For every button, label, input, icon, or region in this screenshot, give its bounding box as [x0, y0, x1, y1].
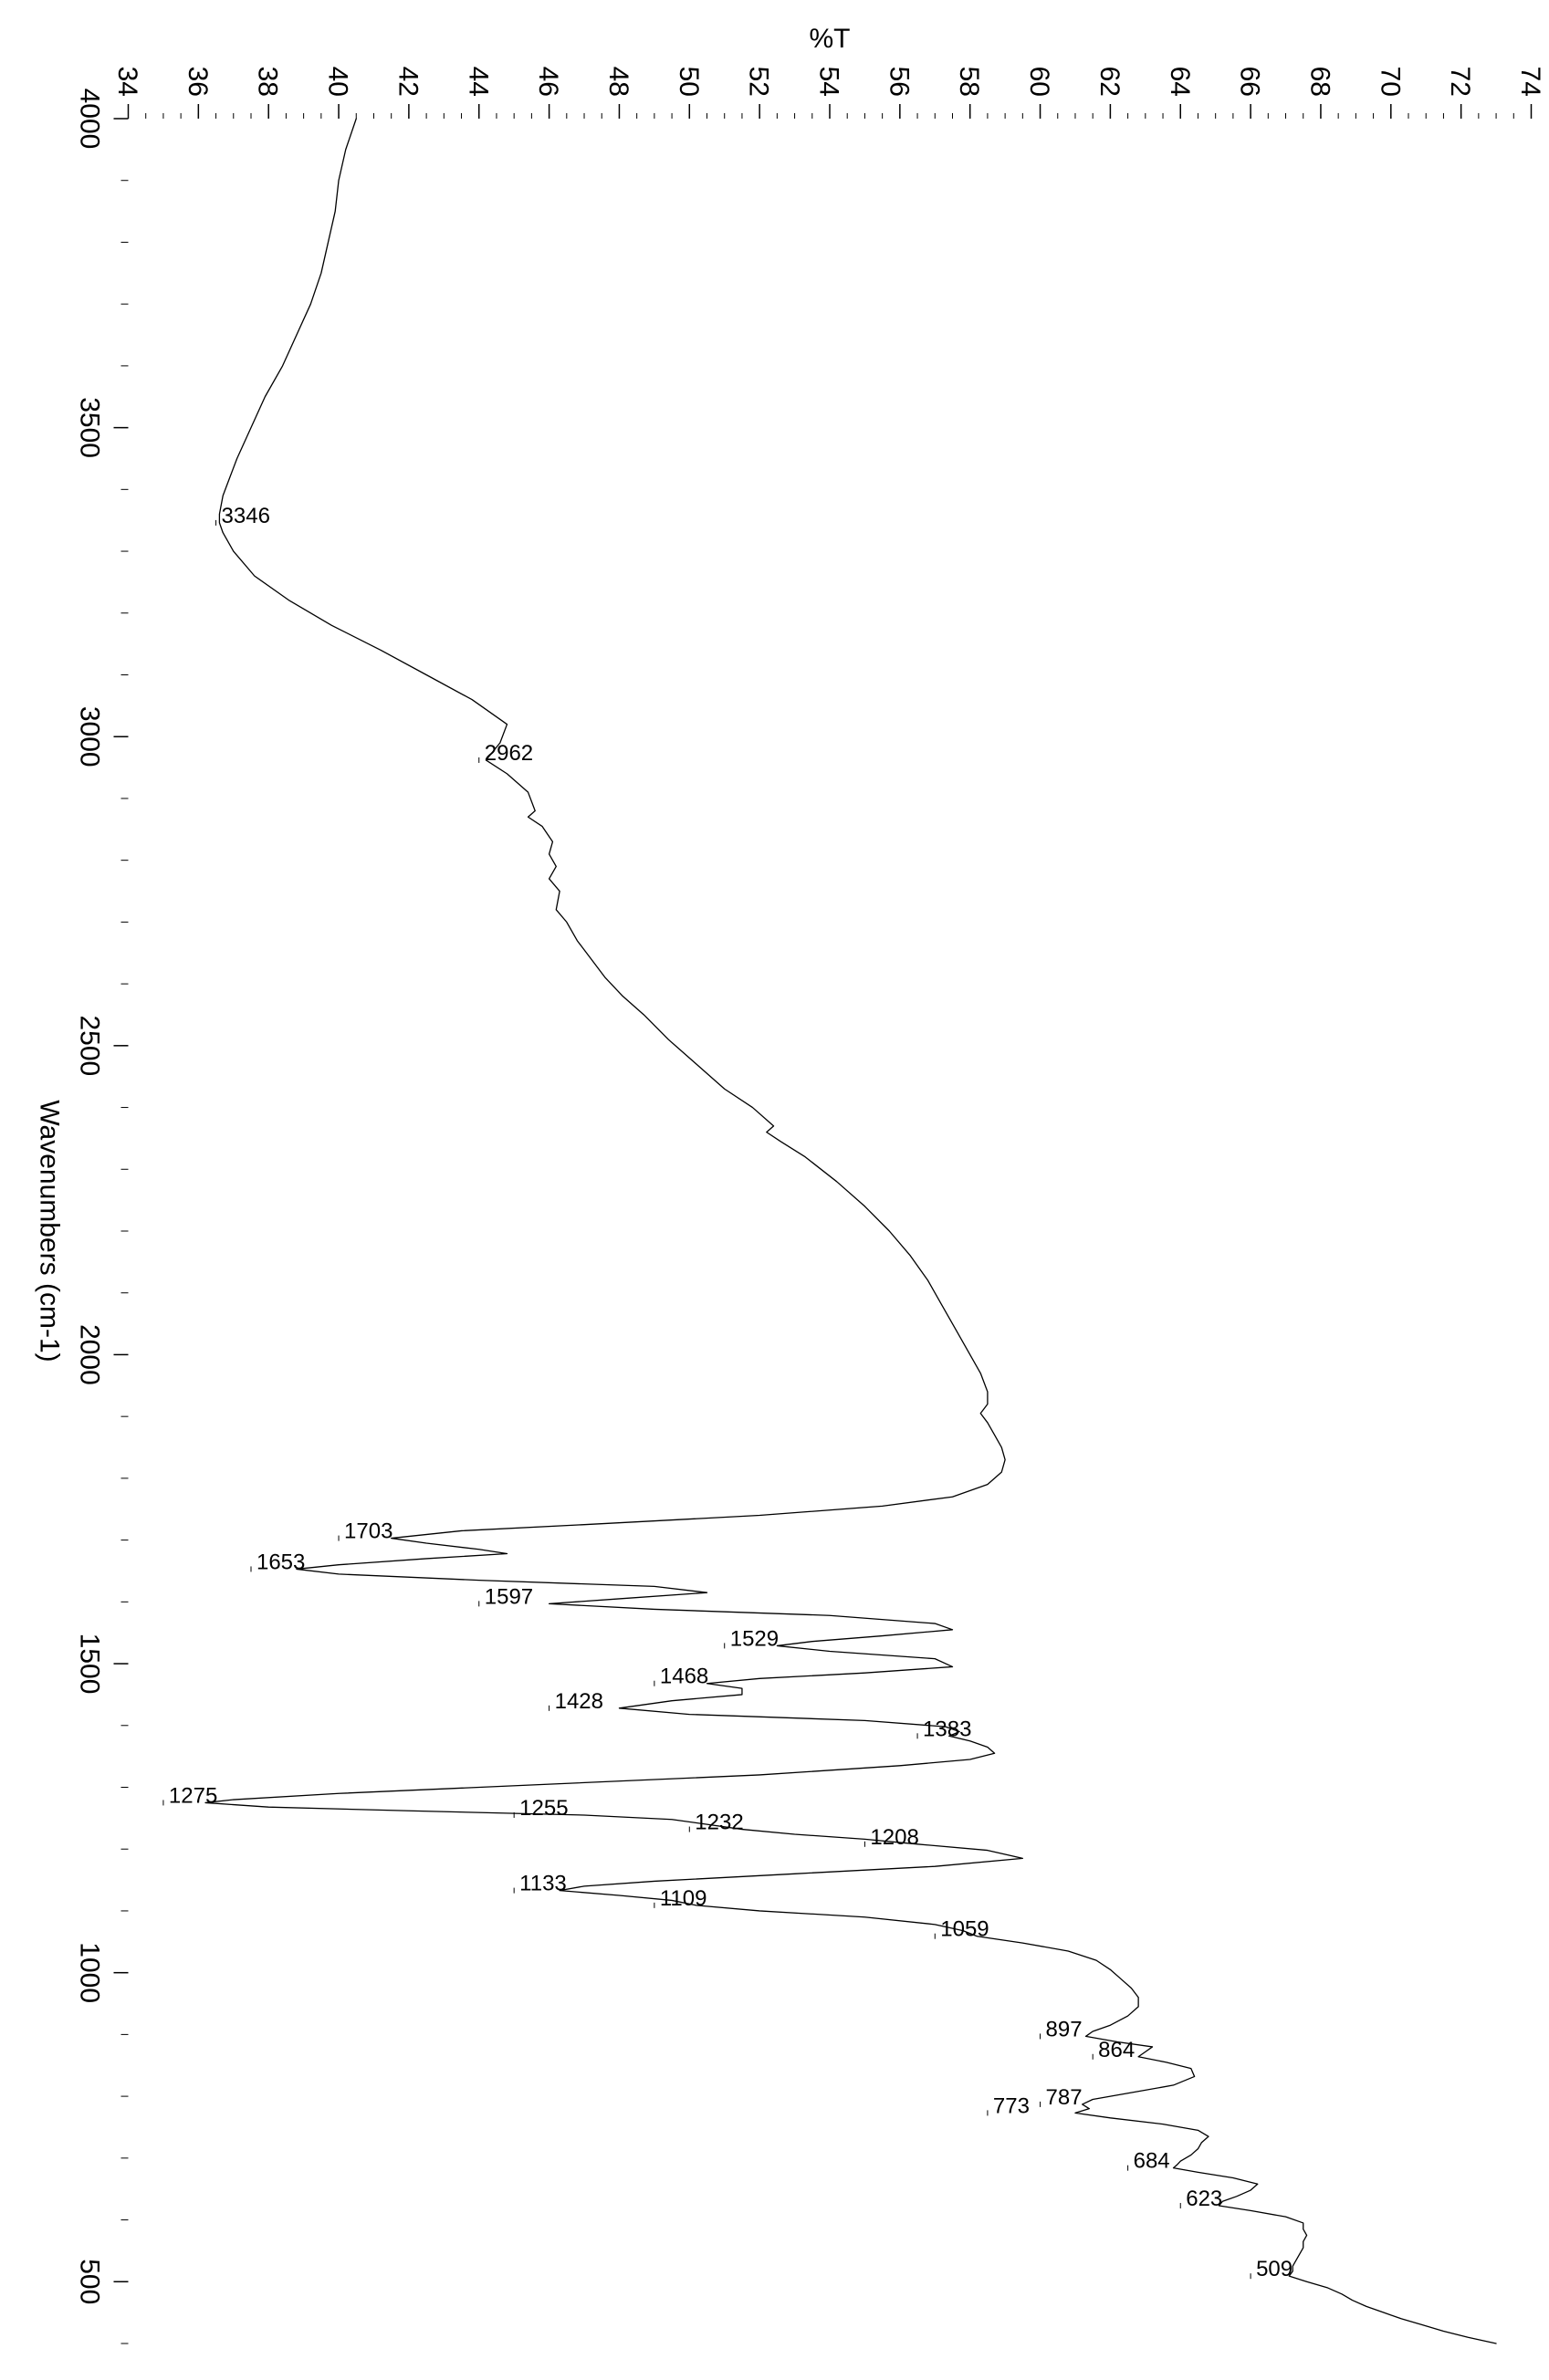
x-tick-label: 500	[74, 2259, 104, 2304]
y-tick-label: 36	[182, 67, 212, 97]
peak-label: 1597	[484, 1584, 532, 1609]
y-tick-label: 56	[884, 67, 914, 97]
x-tick-label: 2500	[74, 1015, 104, 1076]
peak-label: 897	[1045, 2017, 1082, 2041]
x-tick-label: 3000	[74, 706, 104, 767]
peak-label: 509	[1256, 2257, 1293, 2281]
y-tick-label: 64	[1164, 67, 1194, 97]
peak-label: 2962	[484, 741, 532, 766]
peak-label: 623	[1186, 2187, 1222, 2211]
y-tick-label: 60	[1024, 67, 1054, 97]
y-axis-label: %T	[809, 24, 850, 54]
y-tick-label: 50	[673, 67, 703, 97]
peak-label: 1529	[729, 1626, 778, 1651]
peak-label: 3346	[221, 504, 269, 528]
peak-label: 1653	[256, 1550, 304, 1574]
x-tick-label: 1000	[74, 1942, 104, 2003]
y-tick-label: 68	[1304, 67, 1334, 97]
y-tick-label: 46	[533, 67, 563, 97]
peak-label: 787	[1045, 2085, 1082, 2110]
plot-container: 4000 3500 3000 2500 2000 1500 1000 500 Wavenumbe…	[0, 0, 1549, 2380]
y-tick-label: 66	[1234, 67, 1264, 97]
x-tick-label: 4000	[74, 89, 104, 150]
y-tick-label: 72	[1445, 67, 1475, 97]
y-tick-label: 54	[813, 67, 843, 97]
y-tick-label: 52	[743, 67, 773, 97]
peak-label: 684	[1133, 2149, 1169, 2174]
peak-label: 1232	[695, 1811, 743, 1835]
peak-label: 1383	[923, 1717, 971, 1741]
x-tick-label: 1500	[74, 1634, 104, 1695]
peak-label: 1275	[168, 1783, 216, 1808]
y-tick-label: 62	[1094, 67, 1124, 97]
y-tick-label: 74	[1515, 67, 1545, 97]
y-tick-label: 44	[463, 67, 493, 97]
peak-label: 1703	[344, 1519, 392, 1544]
y-tick-label: 58	[954, 67, 984, 97]
peak-label: 773	[992, 2093, 1029, 2118]
y-tick-label: 48	[602, 67, 633, 97]
y-tick-label: 70	[1375, 67, 1405, 97]
y-tick-label: 34	[112, 67, 142, 97]
peak-label: 1109	[659, 1886, 706, 1911]
y-tick-label: 40	[322, 67, 352, 97]
peak-label: 1059	[940, 1917, 989, 1942]
peak-label: 1133	[519, 1872, 567, 1896]
ir-spectrum-chart: 4000 3500 3000 2500 2000 1500 1000 500 Wavenumbe…	[0, 0, 1549, 2380]
peak-label: 864	[1098, 2038, 1135, 2062]
x-axis-label: Wavenumbers (cm-1)	[34, 1100, 64, 1362]
peak-label: 1428	[554, 1689, 602, 1714]
peak-label: 1208	[870, 1825, 918, 1850]
y-tick-label: 38	[252, 67, 282, 97]
x-tick-label: 3500	[74, 397, 104, 458]
y-tick-label: 42	[392, 67, 423, 97]
x-tick-label: 2000	[74, 1324, 104, 1385]
peak-label: 1255	[519, 1796, 568, 1821]
peak-label: 1468	[659, 1665, 707, 1689]
